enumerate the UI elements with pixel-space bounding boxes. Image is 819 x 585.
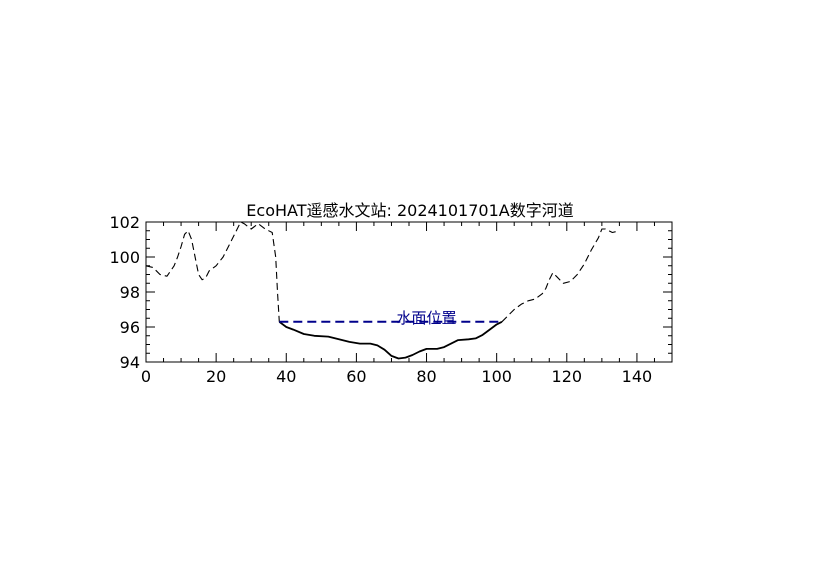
x-tick-label: 60: [346, 367, 366, 386]
x-tick-label: 80: [416, 367, 436, 386]
chart-title: EcoHAT遥感水文站: 2024101701A数字河道: [246, 201, 573, 220]
y-tick-label: 94: [120, 353, 140, 372]
series-layer: [145, 221, 620, 360]
x-tick-label: 100: [481, 367, 512, 386]
axes-layer: 0 20 40 60 80 100 120 140 94 96 98 100 102: [109, 213, 673, 386]
section-line-2: [501, 228, 620, 323]
y-tick-label: 102: [109, 213, 140, 232]
annotation-layer: 水面位置: [397, 309, 457, 327]
y-tick-label: 96: [120, 318, 140, 337]
x-tick-label: 40: [276, 367, 296, 386]
x-tick-label: 140: [622, 367, 653, 386]
section-line-1: [278, 320, 503, 360]
y-tick-label: 98: [120, 283, 140, 302]
plot-frame: [145, 221, 673, 363]
water-level-label: 水面位置: [397, 309, 457, 327]
y-tick-label: 100: [109, 248, 140, 267]
x-tick-label: 20: [206, 367, 226, 386]
x-tick-label: 0: [141, 367, 151, 386]
x-tick-label: 120: [552, 367, 583, 386]
section-line-0: [145, 221, 280, 322]
